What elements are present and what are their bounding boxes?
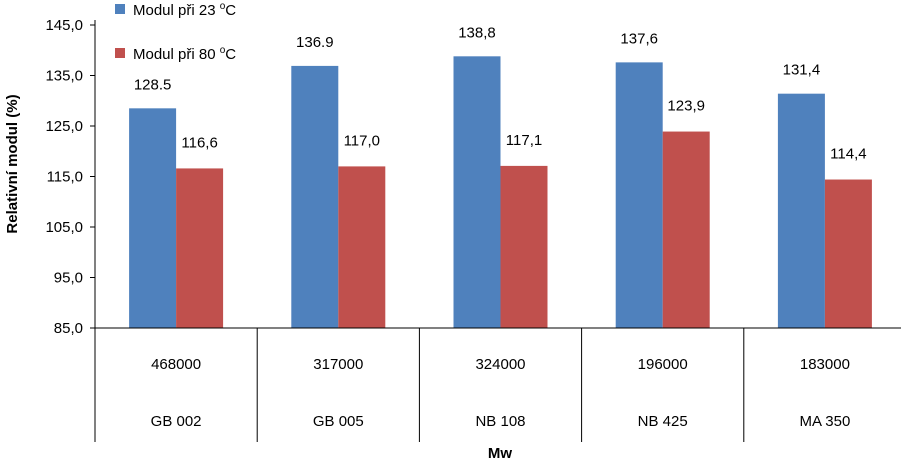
y-axis: 85,0 95,0 105,0 115,0 125,0 135,0 145,0	[45, 17, 96, 337]
y-tick-label: 135,0	[45, 68, 83, 85]
x-category-sublabel: GB 002	[151, 413, 202, 430]
bar-modul-80c	[338, 166, 386, 328]
x-category-label: 468000	[151, 356, 201, 373]
bars	[129, 56, 872, 329]
bar-modul-23c	[615, 62, 663, 329]
y-tick-label: 125,0	[45, 118, 83, 135]
x-category-label: 183000	[800, 356, 850, 373]
bar-modul-80c	[176, 168, 224, 328]
data-label: 116,6	[181, 134, 217, 151]
bar-modul-23c	[453, 56, 501, 329]
data-label: 114,4	[830, 146, 866, 163]
x-category-sublabel: MA 350	[799, 413, 850, 430]
data-label: 137,6	[620, 30, 658, 47]
bar-modul-80c	[824, 179, 872, 328]
data-label: 128.5	[134, 76, 172, 93]
x-category-label: 324000	[475, 356, 525, 373]
data-labels: 128.5 116,6 136.9 117,0 138,8 117,1 137,6 123,9…	[134, 24, 867, 162]
y-tick-label: 95,0	[54, 270, 83, 287]
y-tick-label: 115,0	[47, 169, 83, 186]
x-axis: 468000 GB 002 317000 GB 005 324000 NB 108 1960…	[94, 327, 901, 442]
y-tick-label: 85,0	[54, 320, 83, 337]
bar-modul-80c	[500, 165, 548, 328]
y-tick-label: 145,0	[45, 17, 83, 34]
x-category-sublabel: GB 005	[313, 413, 364, 430]
x-category-sublabel: NB 108	[475, 413, 525, 430]
bar-modul-80c	[662, 131, 710, 328]
y-tick-label: 105,0	[45, 219, 83, 236]
data-label: 131,4	[783, 62, 821, 79]
x-category-label: 317000	[313, 356, 363, 373]
data-label: 117,0	[344, 132, 380, 149]
x-category-label: 196000	[638, 356, 688, 373]
x-axis-title: Mw	[488, 445, 512, 459]
legend-entry-modul-80c: Modul při 80 oC	[133, 45, 236, 63]
y-axis-title: Relativní modul (%)	[4, 94, 21, 233]
legend: Modul při 23 oC Modul při 80 oC	[115, 1, 236, 63]
bar-modul-23c	[291, 65, 339, 328]
legend-swatch	[115, 4, 125, 14]
legend-entry-modul-23c: Modul při 23 oC	[133, 1, 236, 19]
data-label: 136.9	[296, 34, 334, 51]
legend-swatch	[115, 48, 125, 58]
data-label: 138,8	[458, 24, 496, 41]
x-category-sublabel: NB 425	[638, 413, 688, 430]
bar-modul-23c	[129, 108, 177, 328]
data-label: 123,9	[667, 98, 705, 115]
data-label: 117,1	[506, 132, 542, 149]
bar-modul-23c	[777, 93, 825, 329]
